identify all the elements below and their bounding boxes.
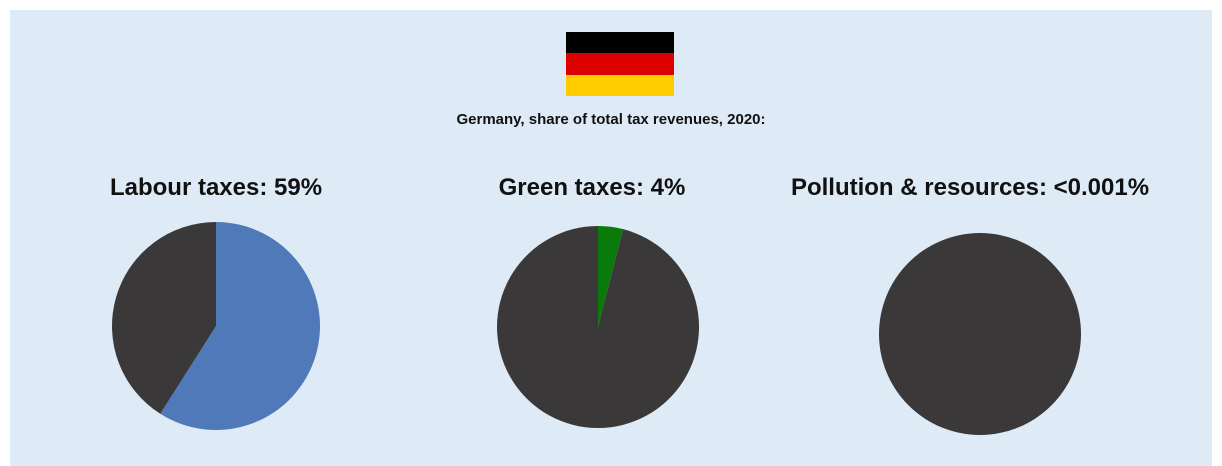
flag-stripe-gold [566,74,674,96]
pie-title-green: Green taxes: 4% [498,174,686,201]
pie-1-slice-1 [497,226,700,428]
flag-stripe-red [566,53,674,75]
pie-title-pollution: Pollution & resources: <0.001% [790,174,1150,201]
germany-flag-icon [566,32,674,96]
pie-0-slice-0 [160,222,320,430]
pie-title-labour: Labour taxes: 59% [109,174,323,201]
pie-chart-green [497,226,700,428]
pie-0-slice-1 [111,221,216,414]
flag-stripe-black [566,32,674,54]
pie-2-slice-1 [879,233,1081,435]
chart-subtitle: Germany, share of total tax revenues, 20… [456,111,766,128]
chart-background: Germany, share of total tax revenues, 20… [10,10,1212,466]
pie-chart-labour [111,221,320,430]
pie-1-slice-0 [598,226,624,327]
pie-chart-pollution [879,233,1081,435]
